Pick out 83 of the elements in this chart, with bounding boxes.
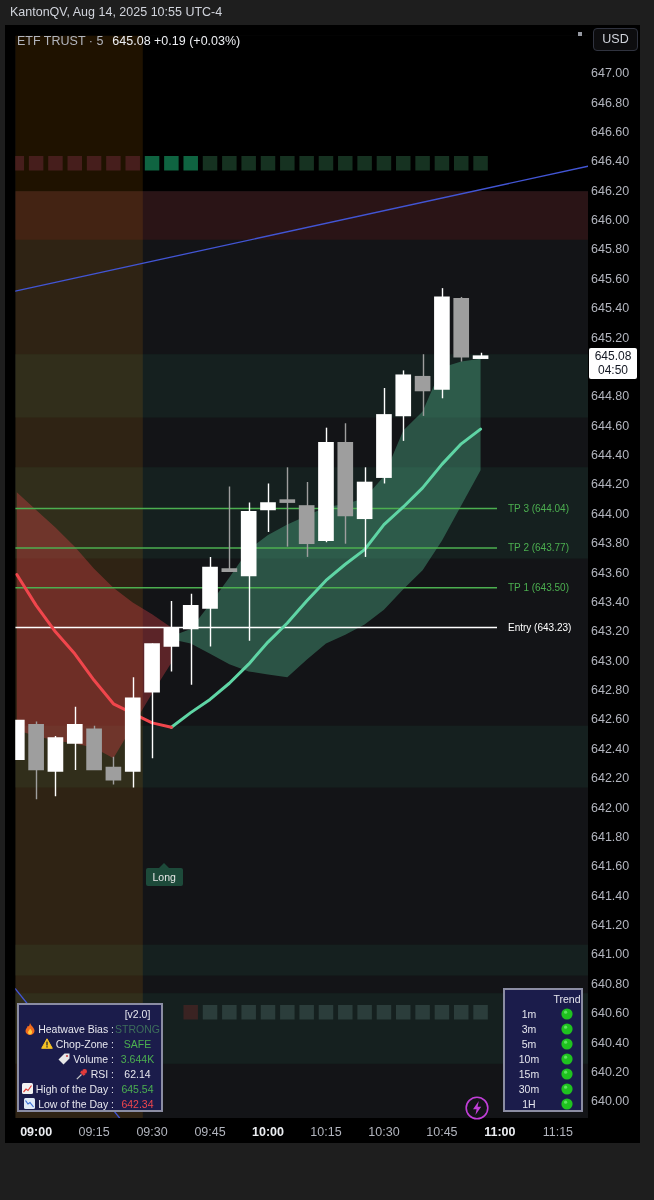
- x-tick-label: 10:15: [310, 1124, 342, 1139]
- y-tick-label: 642.20: [591, 771, 630, 786]
- y-tick-label: 642.00: [591, 800, 630, 815]
- annotation: 5m: [520, 1037, 538, 1050]
- annotation: Chop-Zone :: [55, 1037, 114, 1050]
- y-tick-label: 644.80: [591, 389, 630, 404]
- y-tick-label: 643.20: [591, 624, 630, 639]
- candlestick: [221, 485, 238, 573]
- y-tick-label: 640.20: [591, 1064, 630, 1079]
- annotation: 3.644K: [119, 1052, 156, 1065]
- y-tick-label: 644.00: [591, 506, 630, 521]
- y-tick-label: 644.40: [591, 448, 630, 463]
- annotation: High of the Day :: [35, 1082, 114, 1095]
- currency-box: USD: [593, 28, 638, 51]
- annotation: 62.14: [123, 1067, 152, 1080]
- annotation: 645.54: [120, 1082, 155, 1095]
- y-tick-label: 640.60: [591, 1006, 630, 1021]
- annotation: Volume :: [73, 1052, 114, 1065]
- annotation: 1m: [520, 1007, 538, 1020]
- y-tick-label: 643.00: [591, 653, 630, 668]
- y-tick-label: 646.00: [591, 213, 630, 228]
- x-tick-label: 09:15: [78, 1124, 110, 1139]
- annotation: [v2.0]: [123, 1007, 152, 1020]
- x-tick-label: 11:15: [542, 1124, 574, 1139]
- y-tick-label: 646.40: [591, 154, 630, 169]
- y-tick-label: 642.60: [591, 712, 630, 727]
- annotation: 30m: [517, 1082, 541, 1095]
- ref-line-label: TP 3 (644.04): [508, 502, 569, 514]
- candlestick: [260, 482, 276, 533]
- x-tick-label: 10:00: [252, 1124, 285, 1139]
- y-tick-label: 641.40: [591, 888, 630, 903]
- x-tick-label: 10:30: [368, 1124, 400, 1139]
- annotation: SAFE: [122, 1037, 153, 1050]
- x-tick-label: 10:45: [426, 1124, 458, 1139]
- annotation: Trend: [553, 992, 581, 1005]
- annotation: Heatwave Bias :: [38, 1022, 114, 1035]
- ref-line-label: TP 2 (643.77): [508, 542, 569, 554]
- annotation: RSI :: [90, 1067, 114, 1080]
- annotation: Long: [145, 868, 183, 886]
- chart-subtitle: 645.08 +0.19 (+0.03%): [112, 34, 241, 48]
- annotation: 3m: [520, 1022, 538, 1035]
- chart-title: ETF TRUST · 5: [17, 34, 104, 48]
- y-tick-label: 646.20: [591, 183, 630, 198]
- text: KantonQV, Aug 14, 2025 10:55 UTC-4: [10, 4, 223, 20]
- y-tick-label: 646.60: [591, 124, 630, 139]
- candlestick: [66, 706, 83, 771]
- annotation: 10m: [517, 1052, 541, 1065]
- annotation: 15m: [517, 1067, 541, 1080]
- y-tick-label: 641.80: [591, 829, 630, 844]
- y-tick-label: 643.80: [591, 536, 630, 551]
- x-tick-label: 09:45: [194, 1124, 226, 1139]
- x-tick-label: 09:00: [20, 1124, 53, 1139]
- y-tick-label: 640.00: [591, 1094, 630, 1109]
- candlestick: [105, 755, 122, 786]
- y-tick-label: 645.80: [591, 242, 630, 257]
- candlestick: [414, 353, 431, 417]
- price-tag: 645.08 04:50: [589, 347, 637, 379]
- y-tick-label: 644.20: [591, 477, 630, 492]
- y-tick-label: 645.40: [591, 301, 630, 316]
- y-tick-label: 642.40: [591, 741, 630, 756]
- ref-line-label: TP 1 (643.50): [508, 582, 569, 594]
- annotation: Low of the Day :: [38, 1097, 114, 1110]
- y-tick-label: 641.20: [591, 918, 630, 933]
- x-tick-label: 09:30: [136, 1124, 168, 1139]
- y-tick-label: 640.80: [591, 976, 630, 991]
- annotation: STRONG: [114, 1022, 161, 1035]
- y-tick-label: 643.40: [591, 594, 630, 609]
- y-tick-label: 643.60: [591, 565, 630, 580]
- candlestick: [279, 466, 296, 548]
- annotation: 1H: [521, 1097, 537, 1110]
- ref-line-label: Entry (643.23): [508, 621, 572, 633]
- y-tick-label: 640.40: [591, 1035, 630, 1050]
- y-tick-label: 647.00: [591, 66, 630, 81]
- y-tick-label: 642.80: [591, 683, 630, 698]
- y-tick-label: 646.80: [591, 95, 630, 110]
- y-tick-label: 645.20: [591, 330, 630, 345]
- x-tick-label: 11:00: [484, 1124, 516, 1139]
- y-tick-label: 644.60: [591, 418, 630, 433]
- annotation: 642.34: [120, 1097, 155, 1110]
- y-tick-label: 641.00: [591, 947, 630, 962]
- y-tick-label: 645.60: [591, 271, 630, 286]
- y-tick-label: 641.60: [591, 859, 630, 874]
- y-axis-title: USD: [602, 32, 629, 46]
